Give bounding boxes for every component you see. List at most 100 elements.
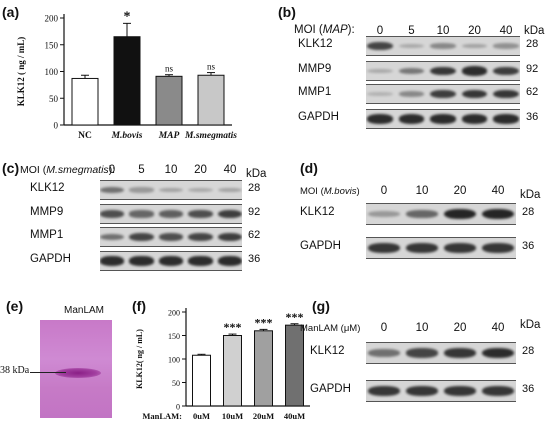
blot-c-band <box>129 232 154 242</box>
blot-c-band <box>100 256 125 266</box>
blot-b-band <box>367 91 393 97</box>
blot-b-band <box>493 66 519 76</box>
blot-g-kda-gapdh: 36 <box>522 383 535 395</box>
blot-d-band <box>444 208 476 220</box>
chart-a-annotation: * <box>124 9 131 24</box>
blot-b-strip-mmp1 <box>366 84 520 104</box>
panel-d-moi-header: MOI (M.bovis) <box>300 186 360 197</box>
blot-b-band <box>367 114 393 124</box>
blot-d-strip-klk12 <box>366 203 516 225</box>
blot-b-band <box>367 41 393 51</box>
blot-c-band <box>217 209 242 219</box>
chart-f-annotation: *** <box>224 320 242 334</box>
blot-g-band <box>368 349 400 357</box>
blot-d-lane-label: 40 <box>491 185 505 197</box>
blot-d-lane-label: 10 <box>415 185 429 197</box>
panel-a-label: (a) <box>2 4 20 20</box>
chart-f-bar <box>254 330 273 407</box>
blot-b-band <box>430 43 456 49</box>
blot-c-lane-label: 10 <box>164 164 178 176</box>
chart-a-ylabel: KLK12 ( ng / mL) <box>16 37 26 107</box>
blot-c-band <box>129 256 154 266</box>
blot-b-lane-label: 20 <box>468 25 481 37</box>
blot-b-row-label-mmp1: MMP1 <box>298 86 332 98</box>
blot-g-band <box>444 348 476 358</box>
chart-f-annotation: *** <box>255 315 273 329</box>
chart-f: 0 50 100 150 200 KLK12( ng / mL) 0uM *** 10uM ***… <box>135 308 310 421</box>
blot-b-band <box>367 68 393 74</box>
chart-a-bar <box>71 77 99 126</box>
panel-g-header: ManLAM (μM) <box>300 323 361 334</box>
blot-c-strip-mmp9 <box>100 204 242 224</box>
blot-g-band <box>406 386 438 396</box>
chart-f-category-label: 40uM <box>284 411 305 421</box>
chart-f-bar <box>192 354 211 407</box>
chart-a-ytick-label: 50 <box>49 94 59 104</box>
blot-g-lane-label: 40 <box>491 322 505 334</box>
moi-strain: MAP <box>322 24 348 36</box>
blot-d-kda-header: kDa <box>520 189 541 201</box>
chart-f-category-label: 10uM <box>222 411 243 421</box>
blot-b-kda-gapdh: 36 <box>526 111 539 123</box>
blot-c-band <box>217 256 242 266</box>
blot-g-kda-klk12: 28 <box>522 345 535 357</box>
blot-b-band <box>430 114 456 124</box>
blot-c-band <box>188 256 213 266</box>
blot-b-band <box>430 66 456 76</box>
blot-c-kda-mmp9: 92 <box>248 206 261 218</box>
blot-g-row-label-klk12: KLK12 <box>310 345 345 357</box>
chart-f-ylabel: KLK12( ng / mL) <box>135 329 144 389</box>
chart-f-ytick-label: 0 <box>176 403 180 412</box>
moi-suffix: ): <box>347 24 355 36</box>
blot-b-band <box>398 114 425 124</box>
panel-b-moi-header: MOI (MAP): <box>294 24 355 36</box>
blot-d-row-label-klk12: KLK12 <box>300 206 335 218</box>
blot-d-band <box>368 243 400 253</box>
chart-a-annotation: ns <box>165 64 174 74</box>
blot-b-band <box>398 91 425 97</box>
chart-a-ytick-label: 100 <box>45 67 59 77</box>
blot-b-strip-gapdh <box>366 109 520 129</box>
chart-a-bar <box>197 74 225 126</box>
chart-f-category-label: 20uM <box>253 411 274 421</box>
chart-f-annotation: *** <box>286 310 304 324</box>
blot-b-band <box>398 67 425 75</box>
chart-a-category-label: M.bovis <box>111 131 143 141</box>
blot-c-row-label-mmp1: MMP1 <box>30 229 64 241</box>
blot-g-lane-label: 20 <box>453 322 467 334</box>
panel-f-label: (f) <box>132 298 146 314</box>
blot-g-band <box>406 348 438 358</box>
blot-b-strip-mmp9 <box>366 61 520 81</box>
moi-prefix: MOI ( <box>300 186 324 197</box>
blot-b-band <box>461 89 488 99</box>
chart-f-category-label: 0uM <box>193 411 210 421</box>
blot-g-kda-header: kDa <box>520 319 541 331</box>
blot-c-band <box>188 209 213 218</box>
chart-f-ytick-label: 100 <box>168 356 180 365</box>
chart-a-annotation: ns <box>207 62 216 72</box>
blot-d-band <box>406 243 438 253</box>
blot-d-lane-label: 20 <box>453 185 467 197</box>
blot-b-kda-mmp9: 92 <box>526 63 539 75</box>
chart-a-category-label: M.smegmatis <box>184 131 237 141</box>
moi-suffix: ): <box>108 164 116 176</box>
marker-38kda-label: 38 kDa <box>0 365 30 376</box>
chart-f-ytick-label: 50 <box>172 379 180 388</box>
blot-b-lane-label: 40 <box>499 25 513 37</box>
manlam-title: ManLAM <box>64 305 105 316</box>
blot-c-lane-label: 20 <box>194 164 207 176</box>
blot-b-band <box>493 114 519 124</box>
chart-f-xlabel-prefix: ManLAM: <box>142 411 182 421</box>
moi-prefix: MOI ( <box>20 164 47 176</box>
blot-b-band <box>461 43 488 49</box>
blot-c-kda-header: kDa <box>246 168 267 180</box>
blot-c-band <box>158 210 184 218</box>
blot-c-band <box>217 187 242 193</box>
blot-d-lane-label: 0 <box>380 185 388 197</box>
blot-b-lane-label: 10 <box>436 25 450 37</box>
panel-c-moi-header: MOI (M.smegmatis): <box>20 164 115 176</box>
blot-g-band <box>482 386 514 396</box>
blot-d-kda-klk12: 28 <box>522 206 535 218</box>
blot-b-strip-klk12 <box>366 36 520 56</box>
panel-c-label: (c) <box>2 160 20 176</box>
